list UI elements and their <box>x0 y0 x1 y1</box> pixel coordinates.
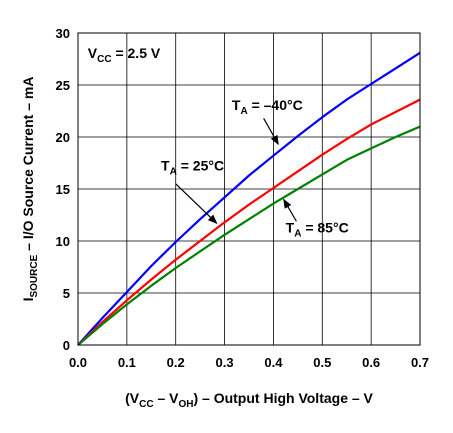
y-tick-label: 25 <box>56 78 70 93</box>
series-lines <box>77 51 421 346</box>
annotation-ta-25: TA = 25°C <box>161 157 224 177</box>
x-tick-label: 0.1 <box>118 355 136 370</box>
axis-labels: (VCC – VOH) – Output High Voltage – V ISO… <box>20 77 374 410</box>
tick-labels: 0.0 0.1 0.2 0.3 0.4 0.5 0.6 0.7 0 5 10 15 20 25 30 <box>56 26 430 370</box>
x-tick-label: 0.5 <box>313 355 331 370</box>
annotation-ta-minus40: TA = –40°C <box>232 97 303 117</box>
y-tick-label: 0 <box>63 338 70 353</box>
x-tick-label: 0.7 <box>411 355 429 370</box>
y-tick-label: 5 <box>63 286 70 301</box>
y-tick-label: 30 <box>56 26 70 41</box>
annotations: VCC = 2.5 V TA = –40°C TA = 25°C TA = 85°C <box>88 45 349 240</box>
annotation-vcc: VCC = 2.5 V <box>88 45 161 65</box>
annotation-arrow-ta-25 <box>175 183 218 224</box>
x-tick-label: 0.2 <box>167 355 185 370</box>
annotation-arrow-ta-85 <box>283 198 297 222</box>
y-tick-label: 20 <box>56 130 70 145</box>
x-axis-label: (VCC – VOH) – Output High Voltage – V <box>125 390 373 410</box>
series-line-ta-85 <box>77 125 421 346</box>
x-tick-label: 0.0 <box>69 355 87 370</box>
plot-frame <box>77 32 421 346</box>
series-line-ta-25 <box>77 98 421 346</box>
annotation-ta-85: TA = 85°C <box>286 220 349 240</box>
series-line-ta-minus40 <box>77 51 421 346</box>
y-axis-label: ISOURCE – I/O Source Current – mA <box>20 77 40 302</box>
x-tick-label: 0.4 <box>264 355 283 370</box>
annotation-arrow-ta-minus40 <box>263 117 279 146</box>
x-tick-label: 0.3 <box>216 355 234 370</box>
x-tick-label: 0.6 <box>362 355 380 370</box>
y-tick-label: 15 <box>56 182 70 197</box>
y-tick-label: 10 <box>56 234 70 249</box>
